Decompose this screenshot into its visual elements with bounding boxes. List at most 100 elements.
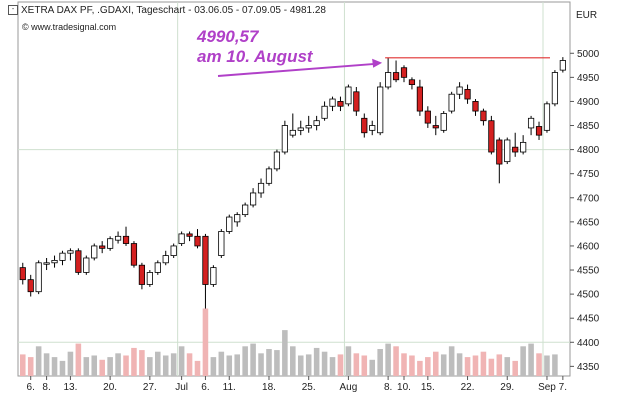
volume-bar (369, 359, 376, 376)
candle-body (559, 60, 566, 71)
overlay (217, 57, 550, 77)
y-tick-label: 4600 (577, 241, 600, 252)
x-tick-label: 20. (103, 382, 117, 393)
candle-body (59, 252, 66, 261)
x-tick-label: 18. (262, 382, 276, 393)
volume-bar (99, 359, 105, 376)
volume-bar (83, 357, 90, 376)
candle-body (43, 262, 50, 265)
x-axis: 6. 8. 13. 20. 27. Jul 6. 11. 18. 25. Aug 8. 10. 15. 22… (27, 376, 567, 393)
currency-label: EUR (576, 10, 598, 21)
candle-body (385, 72, 392, 88)
volume-bar (552, 354, 558, 376)
volume-bar (345, 346, 352, 376)
candle-body (313, 120, 320, 126)
y-tick-label: 4900 (577, 97, 600, 108)
y-tick-label: 4700 (577, 193, 600, 204)
candle-body (504, 139, 511, 163)
candle-body (527, 117, 535, 129)
candle-body (353, 91, 360, 112)
volume-bar (528, 343, 534, 376)
volume-bar (409, 355, 415, 376)
volume-bar (353, 353, 360, 376)
y-tick-label: 4850 (577, 121, 600, 132)
volume-bar (147, 357, 153, 376)
candle-body (345, 86, 352, 105)
candle-body (416, 86, 423, 112)
volume-bar (496, 354, 503, 376)
volume-bar (432, 351, 439, 376)
volume-bar (250, 343, 256, 376)
volume-bar (131, 347, 137, 376)
candle-body (162, 255, 169, 264)
x-tick-label: 8. (384, 382, 392, 393)
x-tick-label: 6. (27, 382, 35, 393)
collapse-icon[interactable]: - (8, 5, 18, 16)
volume-bar (480, 351, 487, 376)
candle-body (257, 182, 265, 194)
volume-bar (123, 355, 129, 376)
candle-body (83, 257, 90, 273)
candle-body (51, 259, 58, 264)
candle-body (218, 231, 225, 256)
candle-body (154, 262, 161, 273)
x-tick-label: 6. (201, 382, 209, 393)
volume-bar (329, 357, 336, 376)
x-tick-label: 22. (461, 382, 475, 393)
candle-body (543, 103, 551, 131)
candle-body (107, 238, 114, 249)
volume-bar (266, 349, 272, 376)
x-tick-label: 7. (559, 382, 567, 393)
candle-body (99, 245, 106, 249)
volume-bar (305, 354, 312, 376)
volume-bar (401, 353, 407, 376)
volume-bar (139, 350, 145, 376)
candle-body (369, 125, 376, 131)
volume-bar (178, 346, 185, 376)
y-tick-label: 4550 (577, 266, 600, 277)
candle-body (35, 262, 42, 293)
volume-bar (274, 350, 280, 376)
volume-bar (393, 346, 399, 376)
volume-bar (75, 343, 82, 376)
candle-body (472, 101, 479, 112)
candle-body (480, 110, 487, 122)
candle-body (377, 86, 384, 134)
volume-bar (313, 347, 320, 376)
x-tick-label: 27. (143, 382, 157, 393)
candle-body (67, 250, 74, 254)
candle-body (551, 72, 559, 105)
volume-bar (440, 354, 447, 376)
volume-bar (361, 355, 368, 376)
x-tick-label: 11. (223, 382, 236, 393)
volume-bar (290, 346, 296, 376)
volume-bar (488, 358, 495, 376)
candle-body (249, 192, 257, 206)
candle-body (130, 243, 138, 266)
candle-body (424, 110, 431, 124)
y-tick-label: 4450 (577, 314, 600, 325)
annotation-value: 4990,57 (197, 27, 259, 46)
volume-bar (417, 360, 423, 376)
volume-bar (234, 354, 240, 376)
volume-bar (186, 353, 193, 376)
volume-bar (194, 360, 201, 376)
candle-body (456, 86, 463, 95)
candle-body (392, 72, 400, 81)
volume-bar (544, 355, 550, 376)
candle-body (305, 125, 312, 129)
volume-bar (91, 355, 98, 376)
x-tick-label: 8. (42, 382, 50, 393)
y-axis: 4350 4400 4450 4500 4550 4600 4650 4700 4750 4800… (570, 49, 600, 373)
y-tick-label: 4400 (577, 338, 600, 349)
x-tick-label: 15. (421, 382, 435, 393)
volume-bar (425, 357, 431, 376)
x-tick-label: Sep (538, 382, 556, 393)
candle-body (400, 67, 408, 78)
volume-bar (448, 346, 455, 376)
candle-body (297, 127, 304, 131)
volume-bar (472, 355, 479, 376)
candle-body (281, 125, 288, 153)
volume-bar (385, 343, 391, 376)
x-tick-label: 13. (63, 382, 77, 393)
